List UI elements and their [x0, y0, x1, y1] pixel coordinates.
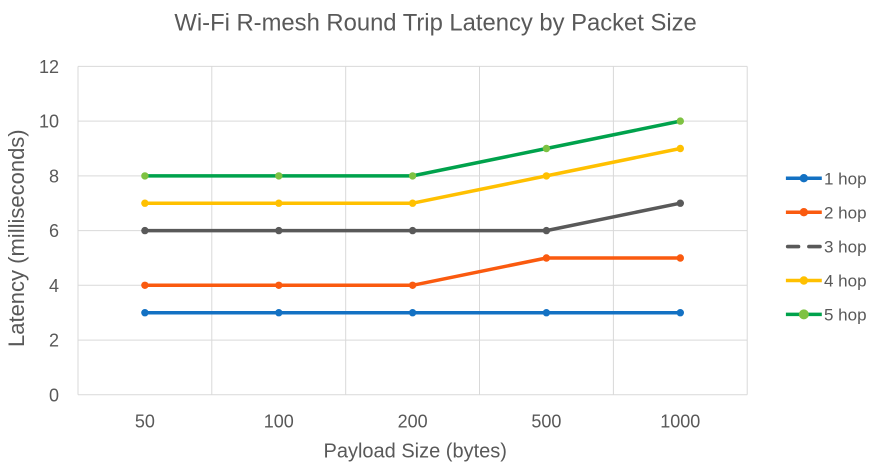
svg-text:3 hop: 3 hop: [824, 238, 867, 257]
svg-text:200: 200: [398, 412, 428, 432]
svg-text:Latency (milliseconds): Latency (milliseconds): [4, 129, 29, 347]
svg-text:8: 8: [49, 166, 59, 186]
svg-text:0: 0: [49, 385, 59, 405]
svg-text:6: 6: [49, 221, 59, 241]
svg-text:2 hop: 2 hop: [824, 203, 867, 222]
svg-text:Payload Size (bytes): Payload Size (bytes): [323, 440, 506, 462]
svg-text:2: 2: [49, 331, 59, 351]
svg-text:500: 500: [531, 412, 561, 432]
svg-text:12: 12: [39, 57, 59, 77]
svg-text:4: 4: [49, 276, 59, 296]
svg-text:Wi-Fi R-mesh Round Trip Latenc: Wi-Fi R-mesh Round Trip Latency by Packe…: [174, 10, 696, 37]
svg-text:1 hop: 1 hop: [824, 169, 867, 188]
svg-text:100: 100: [264, 412, 294, 432]
svg-text:5 hop: 5 hop: [824, 306, 867, 325]
svg-text:50: 50: [135, 412, 155, 432]
svg-text:10: 10: [39, 112, 59, 132]
svg-text:1000: 1000: [660, 412, 700, 432]
svg-text:4 hop: 4 hop: [824, 272, 867, 291]
